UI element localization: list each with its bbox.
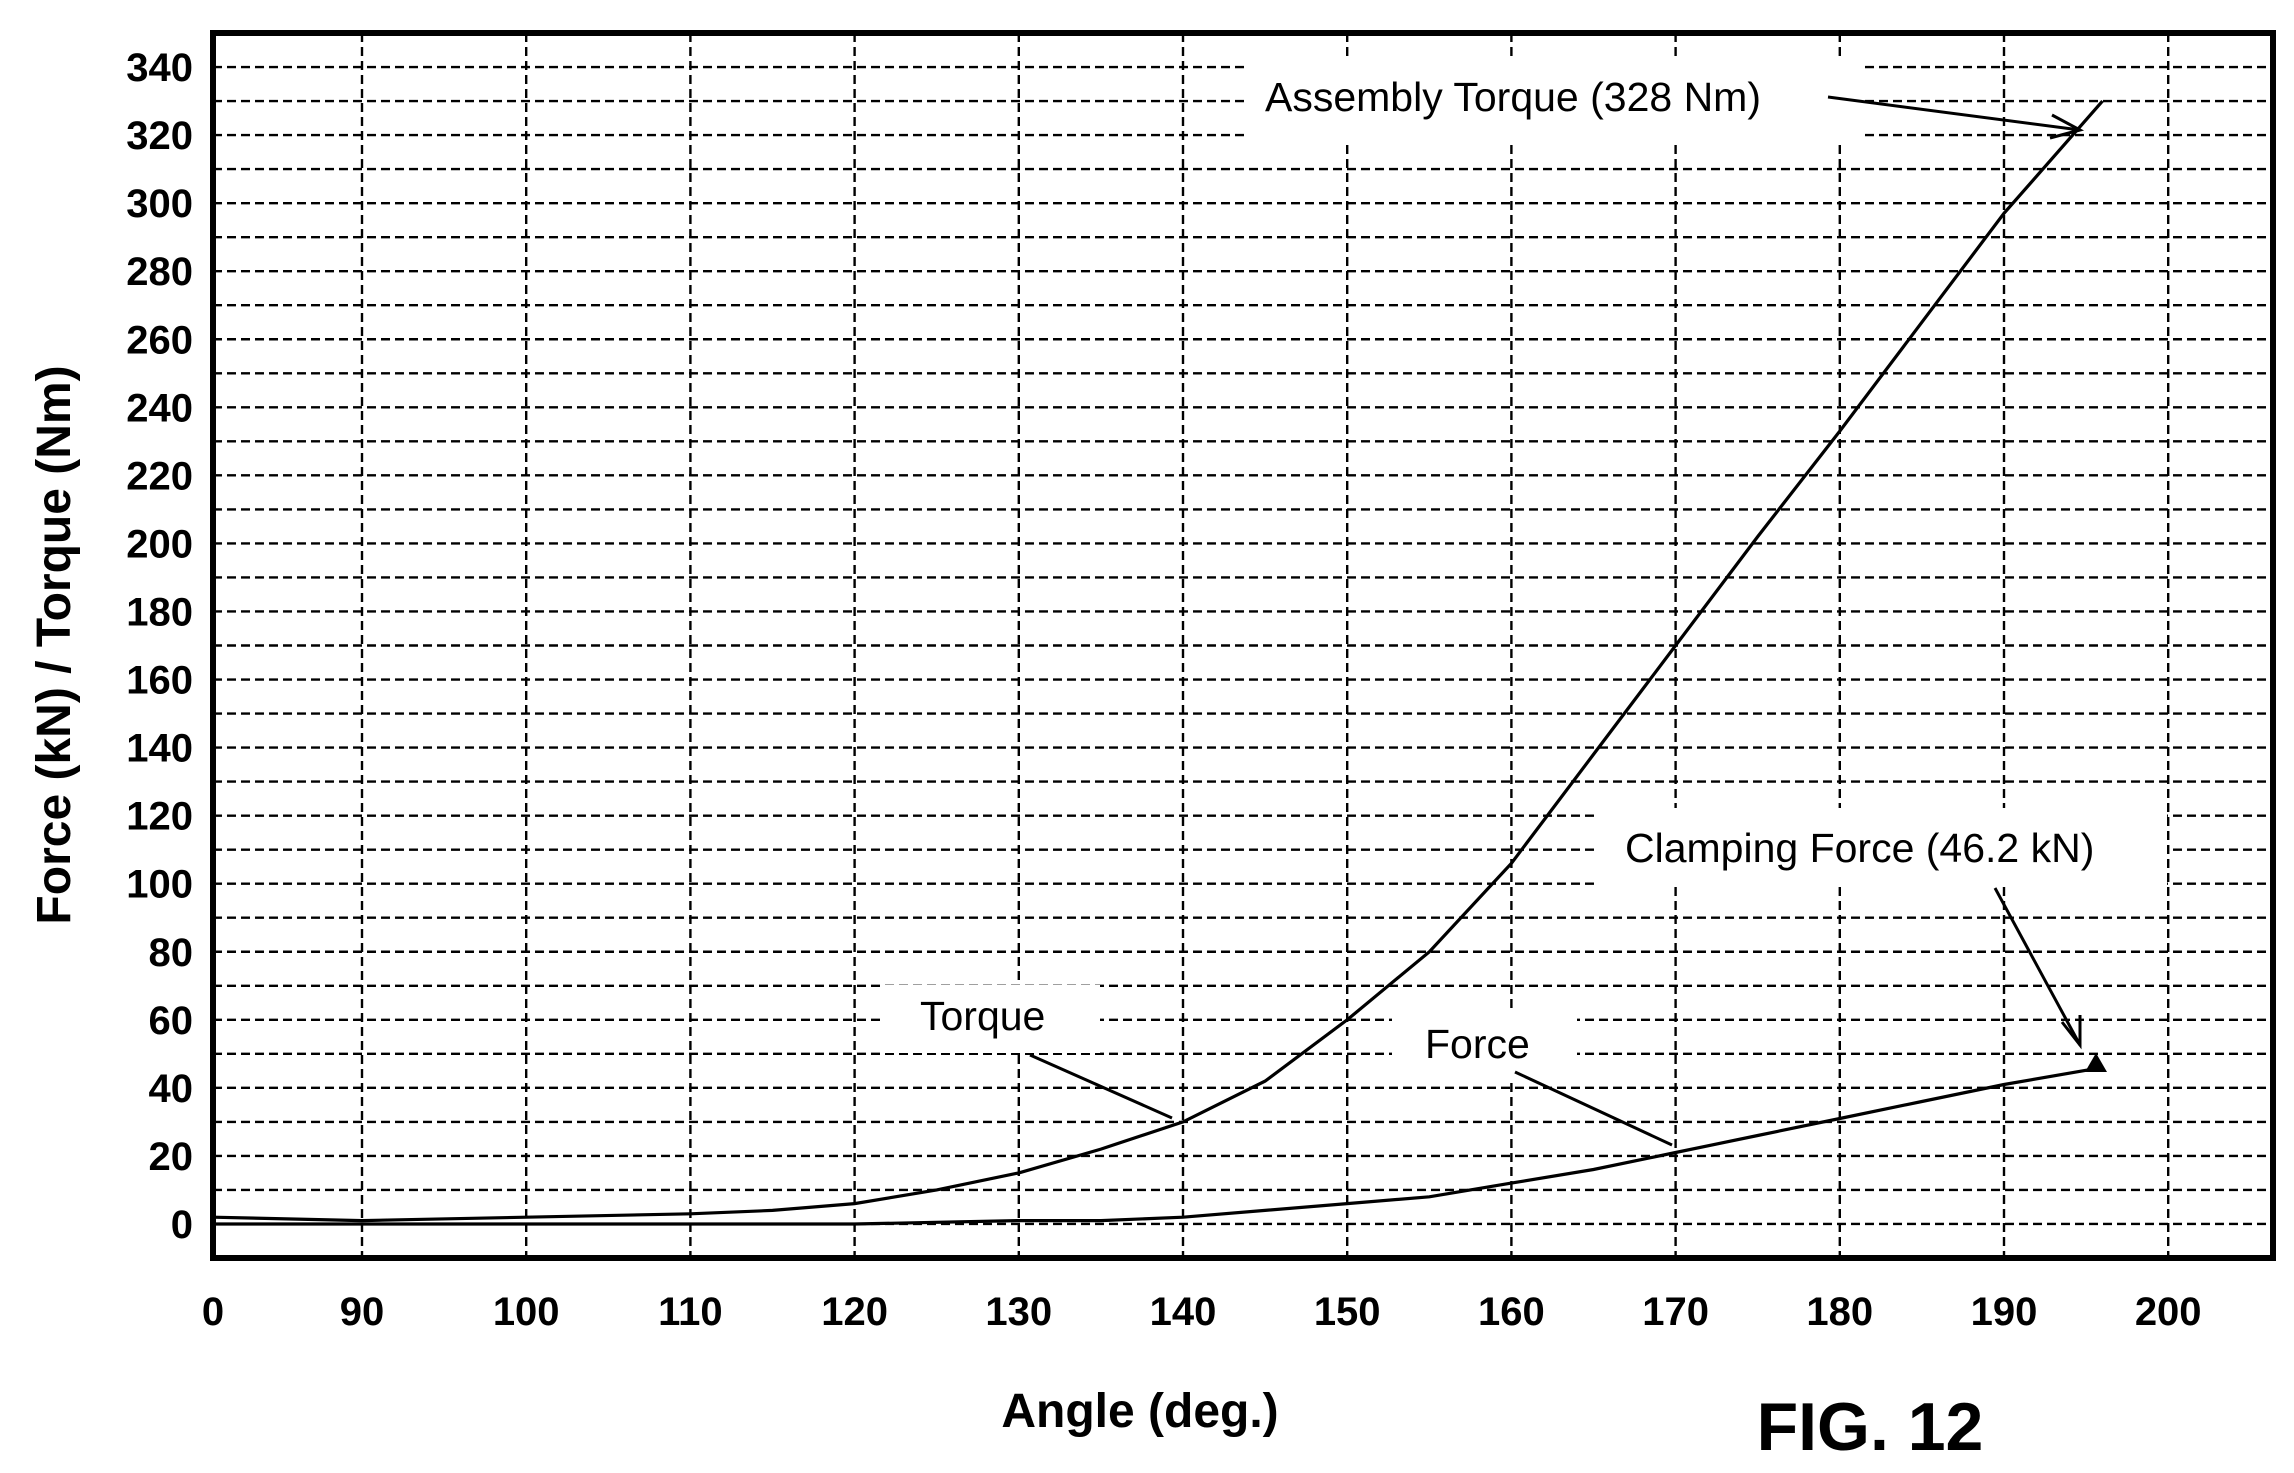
x-tick-label: 120 <box>821 1290 888 1334</box>
x-tick-label: 170 <box>1642 1290 1709 1334</box>
y-tick-label: 220 <box>126 454 193 498</box>
annotation-bg <box>1392 1012 1577 1080</box>
series-layer <box>212 100 2104 1226</box>
y-tick-label: 160 <box>126 659 193 703</box>
x-tick-label: 190 <box>1971 1290 2038 1334</box>
annotation-torque-label: Torque <box>920 993 1045 1039</box>
annotation-bg <box>880 985 1100 1053</box>
x-tick-label: 100 <box>493 1290 560 1334</box>
y-tick-label: 280 <box>126 250 193 294</box>
x-tick-label: 0 <box>202 1290 224 1334</box>
y-tick-label: 300 <box>126 182 193 226</box>
x-axis-ticks: 0 90 100 110 120 130 140 150 160 170 180 190 200 <box>202 1290 2202 1334</box>
x-tick-label: 150 <box>1314 1290 1381 1334</box>
y-tick-label: 100 <box>126 863 193 907</box>
annotation-bg <box>1597 808 2167 886</box>
x-tick-label: 140 <box>1150 1290 1217 1334</box>
series-force-line <box>213 1065 2103 1226</box>
annotation-assembly-torque-leader <box>1827 95 2081 132</box>
y-tick-label: 240 <box>126 386 193 430</box>
annotation-clamping-force-arrowhead <box>2060 1015 2082 1050</box>
y-tick-label: 40 <box>149 1067 194 1111</box>
x-tick-label: 200 <box>2135 1290 2202 1334</box>
x-tick-label: 90 <box>340 1290 385 1334</box>
annotation-assembly-torque: Assembly Torque (328 Nm) <box>1245 60 2085 140</box>
y-axis-ticks: 0 20 40 60 80 100 120 140 160 180 200 220 240 260 280 3… <box>126 46 193 1247</box>
y-tick-label: 340 <box>126 46 193 90</box>
y-tick-label: 60 <box>149 999 194 1043</box>
annotation-force-leader <box>1514 1070 1673 1147</box>
figure-label: FIG. 12 <box>1757 1389 1984 1465</box>
y-tick-label: 0 <box>171 1203 193 1247</box>
annotation-torque: Torque <box>880 985 1173 1120</box>
annotation-clamping-force-leader <box>1993 887 2082 1046</box>
y-tick-label: 140 <box>126 727 193 771</box>
y-axis-title: Force (kN) / Torque (Nm) <box>28 365 81 924</box>
annotation-torque-leader <box>1029 1053 1173 1120</box>
y-tick-label: 120 <box>126 795 193 839</box>
x-axis-title: Angle (deg.) <box>1001 1385 1278 1438</box>
y-tick-label: 320 <box>126 114 193 158</box>
y-tick-label: 180 <box>126 590 193 634</box>
annotation-clamping-force: Clamping Force (46.2 kN) <box>1597 808 2167 1072</box>
annotation-assembly-torque-arrowhead <box>2049 113 2085 140</box>
annotation-clamping-force-label: Clamping Force (46.2 kN) <box>1625 825 2094 871</box>
x-tick-label: 110 <box>658 1290 723 1334</box>
x-tick-label: 160 <box>1478 1290 1545 1334</box>
y-tick-label: 20 <box>149 1135 194 1179</box>
y-tick-label: 200 <box>126 522 193 566</box>
plot-frame <box>210 30 2276 1261</box>
grid <box>213 33 2273 1258</box>
annotation-bg <box>1245 60 1865 140</box>
x-tick-label: 180 <box>1806 1290 1873 1334</box>
clamping-force-marker <box>2085 1053 2107 1072</box>
annotation-assembly-torque-label: Assembly Torque (328 Nm) <box>1265 74 1761 120</box>
x-tick-label: 130 <box>985 1290 1052 1334</box>
y-tick-label: 260 <box>126 318 193 362</box>
series-torque-line <box>212 100 2104 1223</box>
annotation-force-label: Force <box>1425 1021 1530 1067</box>
annotation-force: Force <box>1392 1012 1673 1147</box>
y-tick-label: 80 <box>149 931 194 975</box>
